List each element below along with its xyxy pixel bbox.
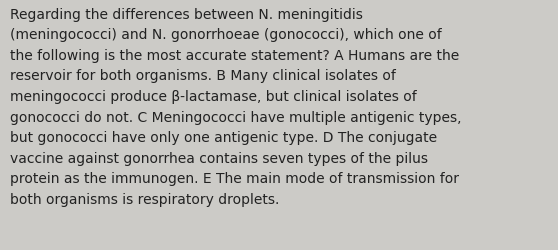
Text: Regarding the differences between N. meningitidis
(meningococci) and N. gonorrho: Regarding the differences between N. men… (10, 8, 461, 206)
